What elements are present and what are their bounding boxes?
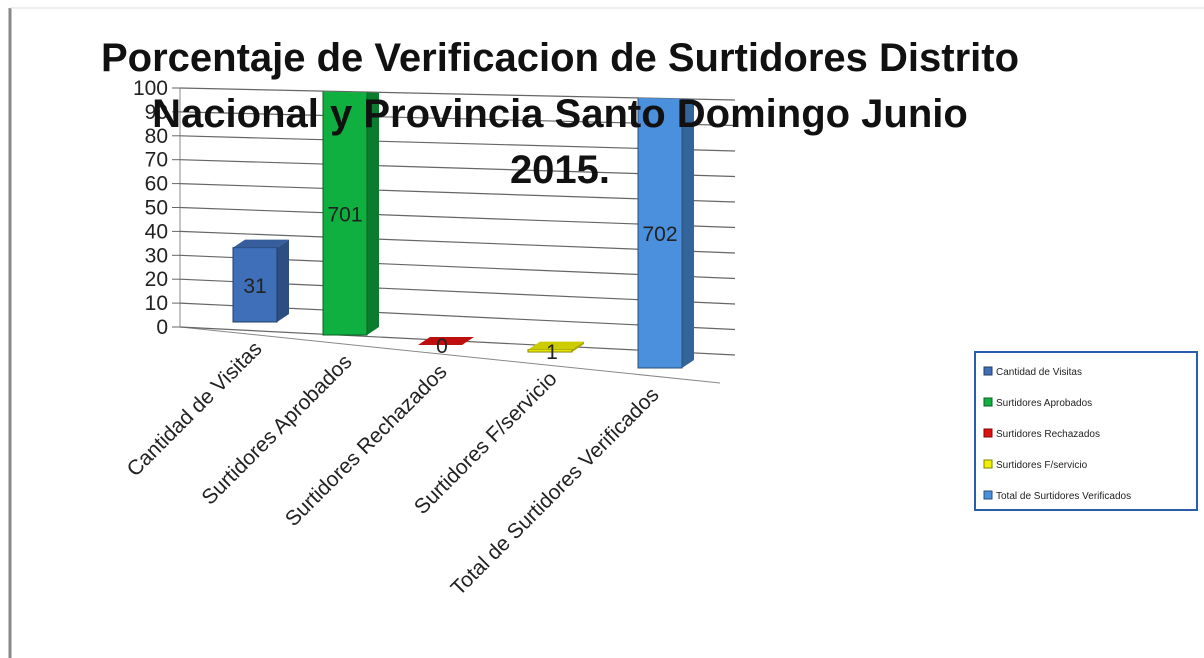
legend-label: Surtidores Aprobados (996, 398, 1092, 409)
y-tick-label: 40 (145, 220, 168, 243)
bar (232, 239, 289, 323)
x-axis (179, 326, 721, 384)
y-tick-label: 60 (145, 173, 168, 196)
bar-top (418, 337, 474, 345)
chart-title: Porcentaje de Verificacion de Surtidores… (100, 36, 1020, 192)
legend-swatch (983, 490, 993, 500)
bar-top (233, 239, 289, 248)
bar-front (322, 88, 368, 336)
y-tick-label: 100 (133, 77, 168, 100)
legend-box (974, 351, 1198, 511)
legend-label: Surtidores Rechazados (996, 429, 1100, 440)
bar (322, 88, 379, 336)
legend-swatch (983, 459, 993, 469)
x-tick-label: Total de Surtidores Verificados (447, 383, 664, 600)
y-tick-label: 30 (145, 244, 168, 267)
y-tick-label: 20 (145, 268, 168, 291)
legend: Cantidad de Visitas Surtidores Aprobados S… (983, 366, 1131, 502)
y-tick-label: 90 (145, 101, 168, 124)
bar-side (572, 341, 584, 352)
bar-side (277, 239, 289, 322)
bar-top (528, 341, 584, 350)
bar (637, 88, 694, 369)
y-tick-label: 70 (145, 149, 168, 172)
y-tick-label: 80 (145, 125, 168, 148)
y-tick-label: 10 (145, 292, 168, 315)
bar (418, 337, 474, 345)
legend-swatch (983, 397, 993, 407)
legend-swatch (983, 366, 993, 376)
data-label: 31 (243, 275, 266, 298)
data-label: 701 (327, 203, 362, 226)
data-label: 0 (436, 335, 448, 358)
legend-label: Total de Surtidores Verificados (996, 491, 1131, 502)
y-tick-label: 0 (156, 316, 168, 339)
bars (232, 88, 694, 369)
data-label: 1 (546, 341, 558, 364)
grid-line (179, 87, 736, 101)
legend-label: Cantidad de Visitas (996, 367, 1082, 378)
bar-front (232, 247, 278, 323)
bar (527, 341, 584, 353)
data-label: 702 (642, 223, 677, 246)
bar-front (637, 88, 683, 369)
legend-label: Surtidores F/servicio (996, 460, 1088, 471)
y-tick-label: 50 (145, 197, 168, 220)
legend-swatch (983, 428, 993, 438)
